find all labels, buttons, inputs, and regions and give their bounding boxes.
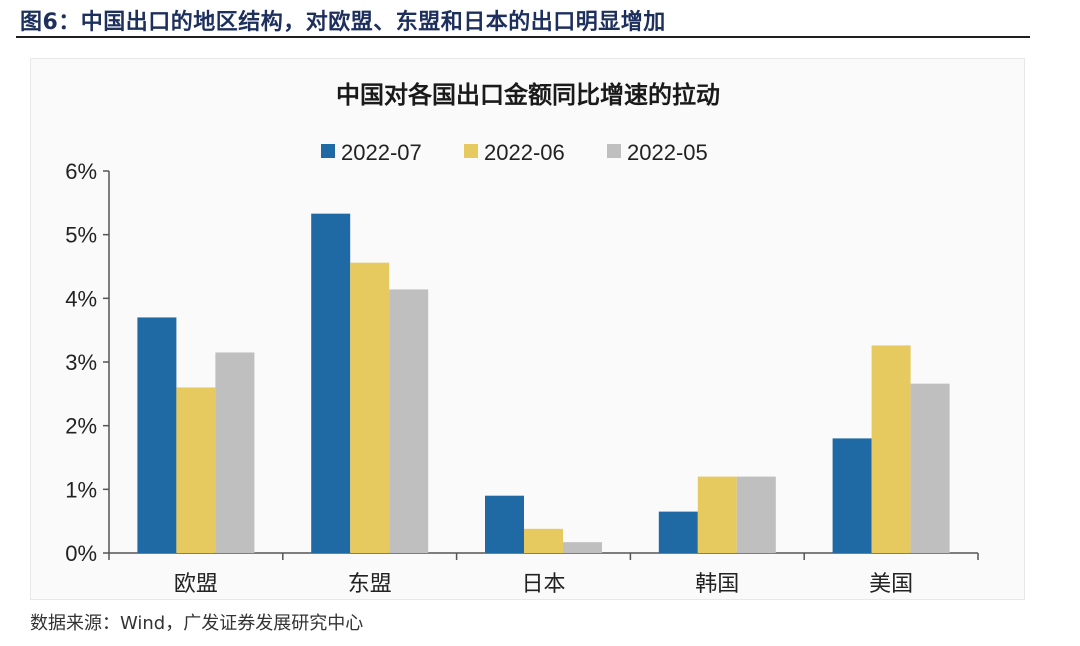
chart-title: 中国对各国出口金额同比增速的拉动 bbox=[336, 81, 720, 109]
y-tick-label: 3% bbox=[65, 350, 97, 375]
x-tick-label: 日本 bbox=[521, 572, 565, 597]
x-axis: 欧盟 东盟 日本 韩国 美国 bbox=[108, 552, 979, 597]
bar bbox=[736, 476, 776, 553]
bars bbox=[137, 213, 950, 553]
bar bbox=[215, 352, 255, 553]
y-tick-label: 4% bbox=[65, 286, 97, 311]
bar bbox=[524, 528, 563, 553]
x-tick-label: 东盟 bbox=[348, 572, 392, 597]
bar-chart: 中国对各国出口金额同比增速的拉动 2022-07 2022-06 2022-05 0… bbox=[65, 81, 979, 597]
figure-header: 图6：中国出口的地区结构，对欧盟、东盟和日本的出口明显增加 bbox=[16, 0, 1030, 38]
bar bbox=[832, 438, 872, 553]
legend-label: 2022-05 bbox=[627, 140, 708, 165]
y-tick-label: 0% bbox=[65, 541, 97, 566]
legend-swatch bbox=[321, 144, 335, 158]
chart-frame: 中国对各国出口金额同比增速的拉动 2022-07 2022-06 2022-05 0… bbox=[30, 58, 1025, 600]
figure-title: 图6：中国出口的地区结构，对欧盟、东盟和日本的出口明显增加 bbox=[20, 10, 666, 35]
bar bbox=[485, 495, 524, 553]
bar bbox=[910, 383, 950, 553]
y-tick-label: 5% bbox=[65, 223, 97, 248]
bar bbox=[658, 511, 698, 553]
legend-swatch bbox=[607, 144, 621, 158]
y-tick-label: 2% bbox=[65, 414, 97, 439]
bar bbox=[311, 213, 351, 553]
bar bbox=[871, 345, 911, 553]
x-tick-label: 美国 bbox=[869, 572, 913, 597]
x-tick-label: 欧盟 bbox=[174, 572, 218, 597]
x-tick-label: 韩国 bbox=[695, 572, 739, 597]
legend-label: 2022-06 bbox=[484, 140, 565, 165]
y-tick-label: 1% bbox=[65, 477, 97, 502]
bar bbox=[350, 262, 390, 553]
bar bbox=[389, 289, 429, 553]
legend-label: 2022-07 bbox=[341, 140, 422, 165]
bar bbox=[697, 476, 737, 553]
source-note: 数据来源：Wind，广发证券发展研究中心 bbox=[30, 613, 364, 634]
bar bbox=[137, 317, 177, 553]
bar bbox=[563, 542, 602, 553]
legend: 2022-07 2022-06 2022-05 bbox=[321, 140, 708, 165]
y-axis: 0% 1% 2% 3% 4% 5% 6% bbox=[65, 159, 110, 566]
legend-swatch bbox=[464, 144, 478, 158]
y-tick-label: 6% bbox=[65, 159, 97, 184]
bar bbox=[176, 387, 216, 553]
